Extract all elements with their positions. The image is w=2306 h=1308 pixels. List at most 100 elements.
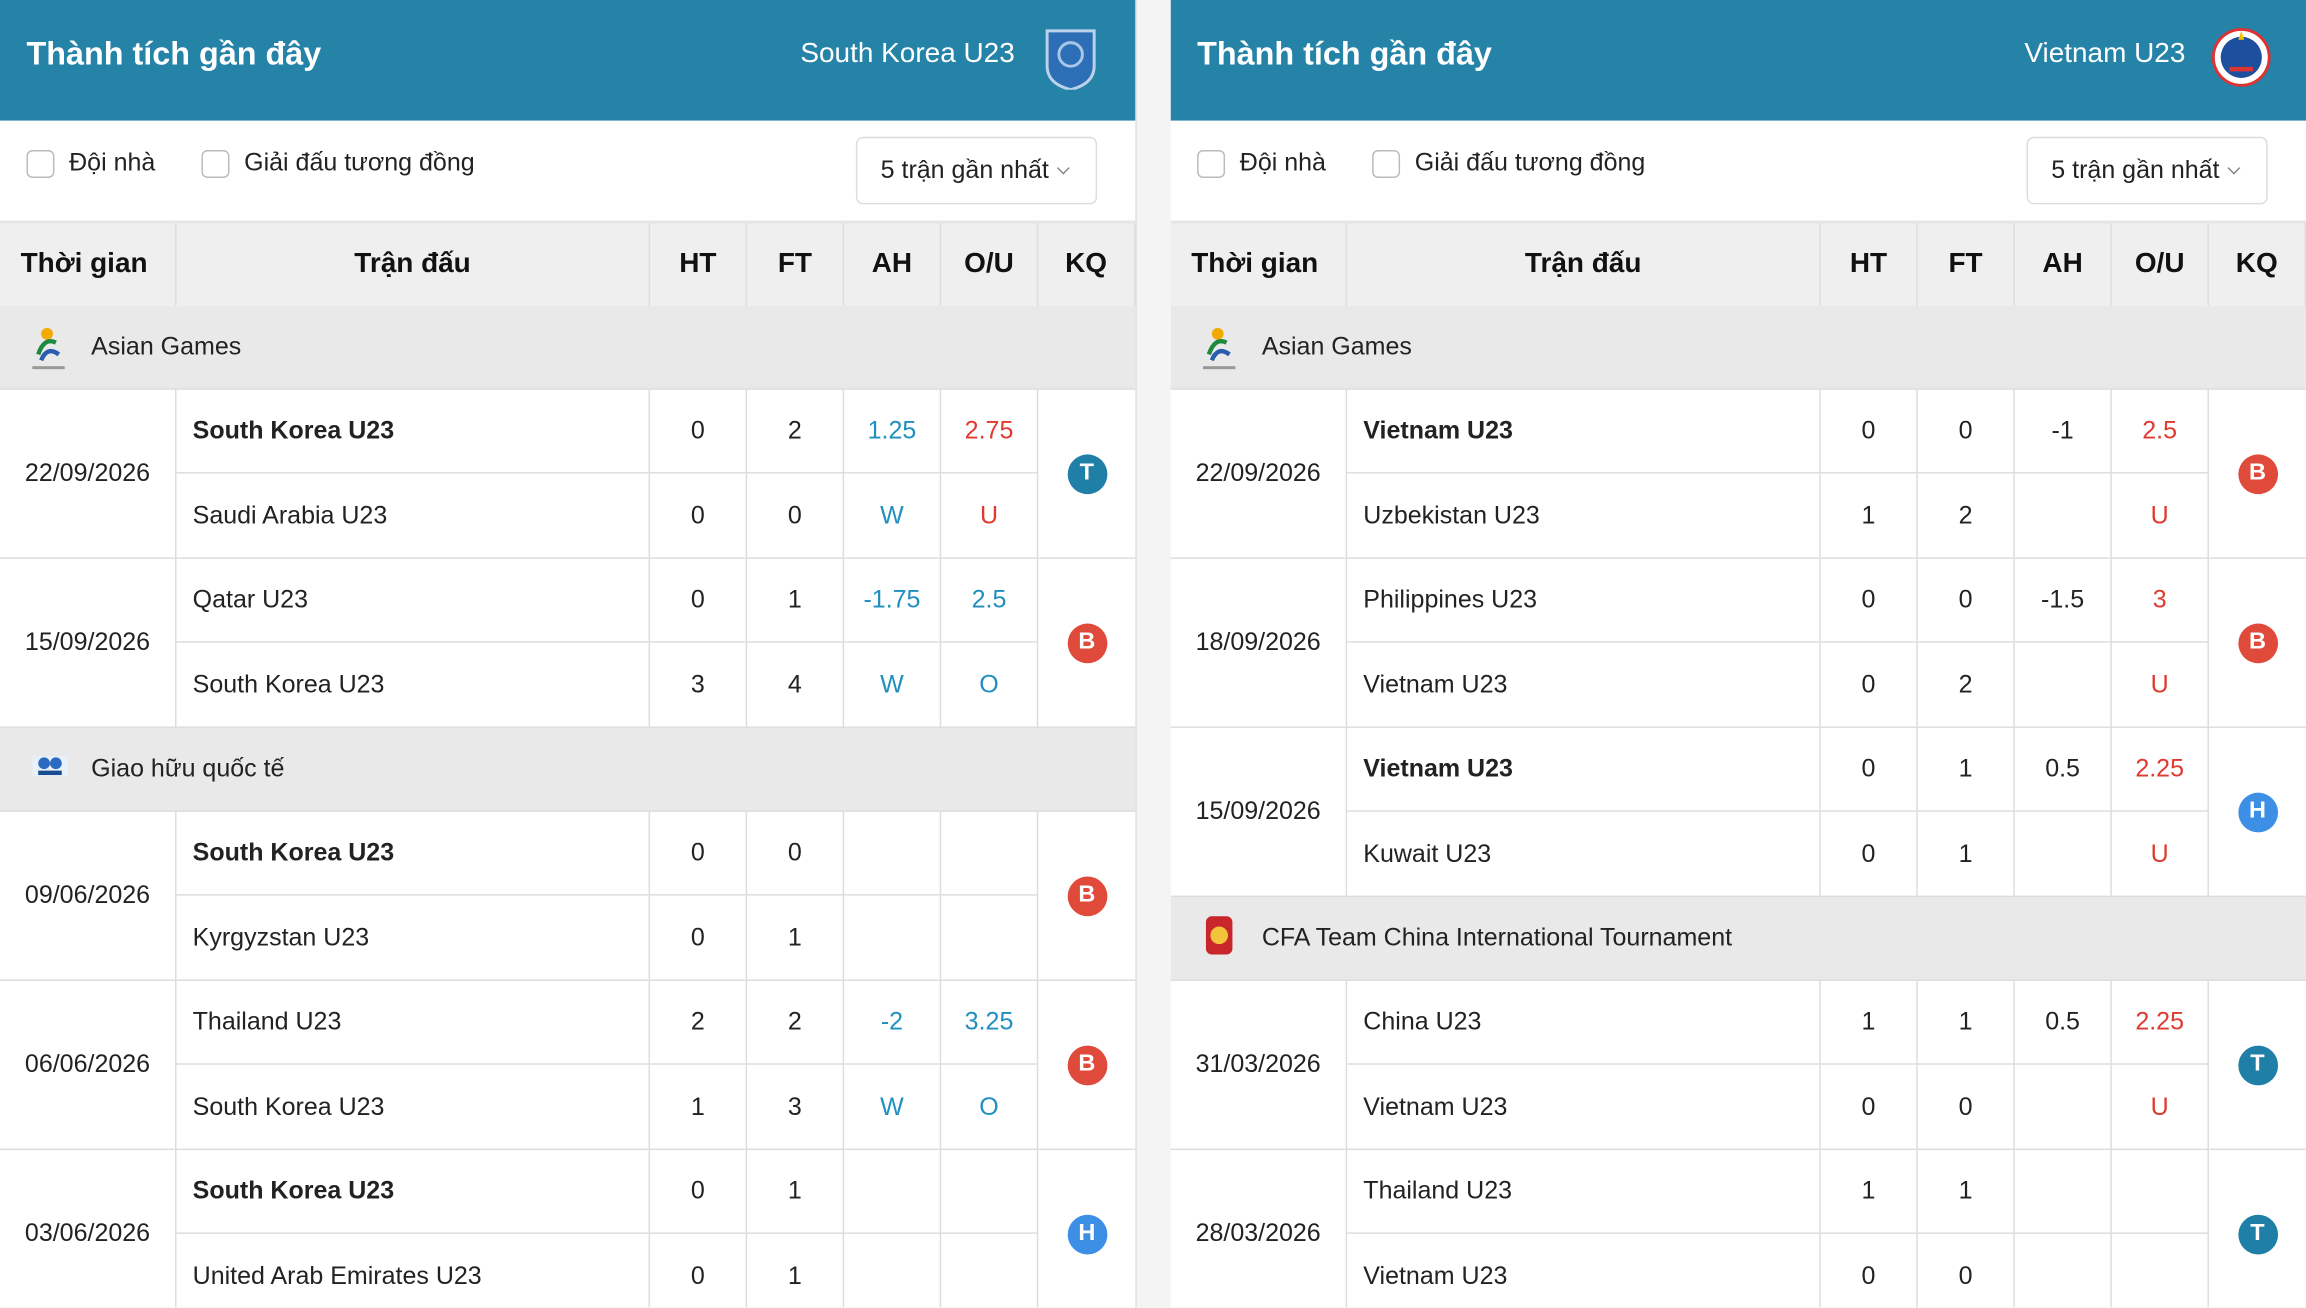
team-logo bbox=[1041, 25, 1100, 90]
result-cell: H bbox=[2209, 728, 2306, 896]
team-name: Kyrgyzstan U23 bbox=[176, 895, 651, 980]
filter-checkbox[interactable]: Đội nhà bbox=[26, 149, 155, 178]
full-time-score: 1 bbox=[747, 1233, 845, 1308]
table-header: Thời gian Trận đấu HT FT AH O/U KQ bbox=[0, 223, 1136, 306]
half-time-score: 0 bbox=[1820, 389, 1918, 474]
result-badge: B bbox=[1066, 875, 1107, 916]
panel: Thành tích gần đây South Korea U23 Đội nhà… bbox=[0, 0, 1137, 1308]
league-name: Asian Games bbox=[1261, 332, 1412, 361]
team-name: South Korea U23 bbox=[176, 642, 651, 727]
column-header: O/U bbox=[2112, 223, 2209, 306]
over-under: U bbox=[2112, 473, 2209, 558]
result-badge: T bbox=[1066, 453, 1107, 494]
column-header: Thời gian bbox=[1171, 223, 1348, 306]
column-header: HT bbox=[650, 223, 748, 306]
half-time-score: 0 bbox=[650, 1150, 748, 1234]
half-time-score: 2 bbox=[650, 980, 748, 1065]
match-date: 15/09/2026 bbox=[0, 558, 177, 727]
asian-handicap: 0.5 bbox=[2014, 980, 2112, 1065]
checkbox[interactable] bbox=[201, 149, 230, 178]
team-name: South Korea U23 bbox=[176, 811, 651, 896]
half-time-score: 0 bbox=[1821, 642, 1918, 727]
over-under: 3 bbox=[2111, 558, 2209, 643]
league-logo bbox=[1185, 322, 1253, 372]
team-name: South Korea U23 bbox=[176, 1064, 651, 1149]
full-time-score: 1 bbox=[1917, 980, 2015, 1065]
full-time-score: 2 bbox=[747, 980, 845, 1065]
asian-handicap: -2 bbox=[844, 980, 942, 1065]
checkbox-label: Đội nhà bbox=[69, 148, 156, 177]
filter-checkbox[interactable]: Giải đấu tương đồng bbox=[1372, 149, 1645, 178]
asian-handicap bbox=[2015, 642, 2112, 727]
filter-bar: Đội nhà Giải đấu tương đồng 5 trận gần nhấ… bbox=[1170, 121, 2306, 224]
team-name: Vietnam U23 bbox=[1347, 389, 1821, 474]
column-header: Thời gian bbox=[0, 223, 177, 306]
dropdown-label: 5 trận gần nhất bbox=[2051, 155, 2220, 184]
league-name: Asian Games bbox=[91, 332, 242, 361]
full-time-score: 2 bbox=[747, 389, 845, 474]
full-time-score: 2 bbox=[1918, 642, 2015, 727]
over-under: U bbox=[2112, 1064, 2209, 1149]
result-cell: T bbox=[2209, 981, 2306, 1149]
filter-checkbox[interactable]: Đội nhà bbox=[1197, 149, 1326, 178]
table-header: Thời gian Trận đấu HT FT AH O/U KQ bbox=[1170, 223, 2306, 306]
match-row: 28/03/2026 Thailand U23 1 1 Vietnam U23 0 0 T bbox=[1171, 1150, 2306, 1308]
team-name: Philippines U23 bbox=[1347, 558, 1821, 643]
match-date: 22/09/2026 bbox=[1171, 389, 1348, 558]
full-time-score: 2 bbox=[1918, 473, 2015, 558]
match-date: 31/03/2026 bbox=[1171, 980, 1348, 1149]
column-header: O/U bbox=[941, 223, 1039, 306]
team-name: Vietnam U23 bbox=[1347, 1233, 1821, 1308]
team-name: South Korea U23 bbox=[176, 1150, 651, 1234]
over-under: O bbox=[941, 1064, 1039, 1149]
league-row: CFA Team China International Tournament bbox=[1170, 897, 2306, 981]
match-date: 22/09/2026 bbox=[0, 389, 177, 558]
asian-handicap: W bbox=[844, 1064, 942, 1149]
full-time-score: 0 bbox=[747, 473, 845, 558]
half-time-score: 1 bbox=[1821, 473, 1918, 558]
match-row: 31/03/2026 China U23 1 1 0.5 2.25 Vietnam U23 0… bbox=[1170, 980, 2306, 1151]
filter-checkbox[interactable]: Giải đấu tương đồng bbox=[201, 149, 475, 178]
result-cell: T bbox=[1038, 390, 1135, 558]
match-row: 06/06/2026 Thailand U23 2 2 -2 3.25 South Kore… bbox=[0, 980, 1136, 1151]
chevron bbox=[1049, 165, 1073, 177]
league-logo bbox=[15, 744, 83, 794]
match-row: 18/09/2026 Philippines U23 0 0 -1.5 3 Vietnam … bbox=[1170, 558, 2306, 728]
checkbox[interactable] bbox=[1197, 149, 1226, 178]
team-name: Vietnam U23 bbox=[1347, 1064, 1821, 1149]
checkbox[interactable] bbox=[26, 149, 55, 178]
asian-handicap: 0.5 bbox=[2014, 727, 2112, 812]
team-name: United Arab Emirates U23 bbox=[176, 1233, 651, 1308]
filter-bar: Đội nhà Giải đấu tương đồng 5 trận gần nhấ… bbox=[0, 121, 1136, 224]
over-under: 3.25 bbox=[941, 980, 1039, 1065]
match-count-dropdown[interactable]: 5 trận gần nhất bbox=[2026, 136, 2268, 205]
over-under bbox=[2112, 1233, 2209, 1308]
column-header: HT bbox=[1821, 223, 1918, 306]
asian-handicap bbox=[2015, 1233, 2112, 1308]
half-time-score: 0 bbox=[650, 389, 748, 474]
column-header: Trận đấu bbox=[1347, 223, 1821, 306]
full-time-score: 1 bbox=[747, 895, 845, 980]
match-date: 09/06/2026 bbox=[0, 811, 177, 980]
team-name: Thailand U23 bbox=[176, 980, 651, 1065]
column-header: FT bbox=[747, 223, 845, 306]
match-count-dropdown[interactable]: 5 trận gần nhất bbox=[855, 136, 1098, 205]
team-name: Qatar U23 bbox=[176, 558, 651, 643]
team-name: South Korea U23 bbox=[176, 389, 651, 474]
half-time-score: 0 bbox=[1820, 727, 1918, 812]
asian-handicap: -1.75 bbox=[844, 558, 942, 643]
team-name: Saudi Arabia U23 bbox=[176, 473, 651, 558]
checkbox[interactable] bbox=[1372, 149, 1401, 178]
asian-handicap bbox=[2015, 1064, 2112, 1149]
half-time-score: 3 bbox=[650, 642, 748, 727]
half-time-score: 1 bbox=[1820, 1150, 1918, 1234]
half-time-score: 1 bbox=[1820, 980, 1918, 1065]
team-name: Uzbekistan U23 bbox=[1347, 473, 1821, 558]
match-date: 03/06/2026 bbox=[0, 1150, 177, 1308]
result-cell: B bbox=[1038, 812, 1135, 980]
asian-handicap bbox=[844, 1233, 942, 1308]
full-time-score: 4 bbox=[747, 642, 845, 727]
full-time-score: 0 bbox=[1917, 389, 2015, 474]
